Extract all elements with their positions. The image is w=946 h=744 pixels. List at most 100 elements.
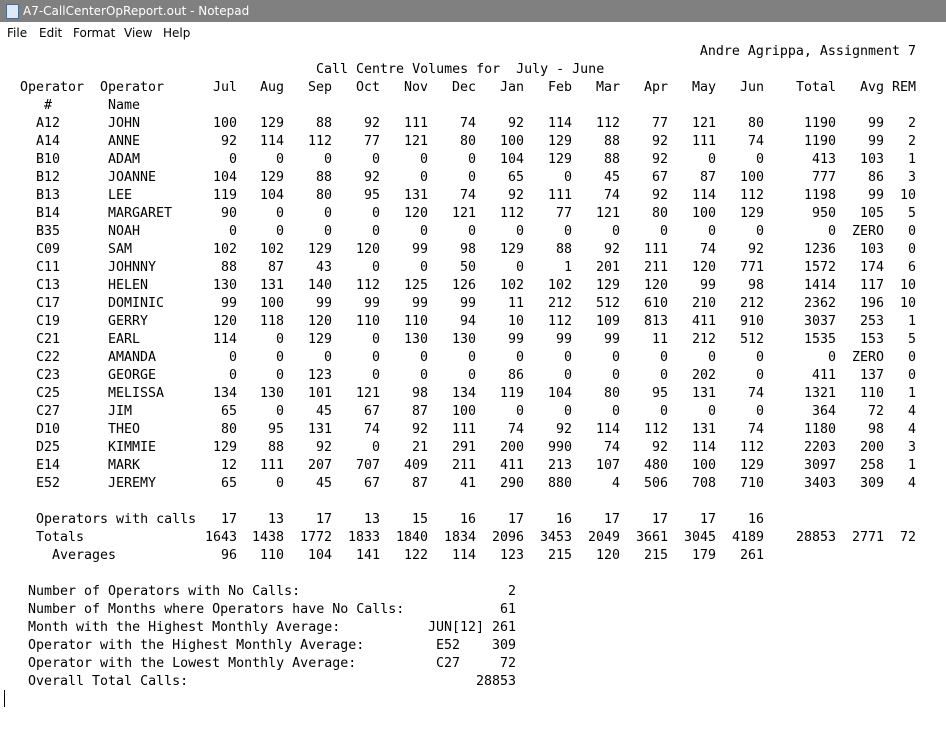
operator-name: GERRY [108, 314, 149, 329]
month-value: 88 [603, 134, 620, 149]
month-value: 80 [747, 116, 764, 131]
row-total: 950 [811, 206, 836, 221]
month-value: 102 [212, 242, 237, 257]
month-value: 506 [643, 476, 668, 491]
month-value: 80 [459, 134, 476, 149]
month-value: 0 [371, 368, 380, 383]
summary-value: 114 [451, 548, 476, 563]
month-value: 0 [707, 404, 716, 419]
summary-value: 13 [363, 512, 380, 527]
month-value: 121 [451, 206, 476, 221]
month-value: 100 [499, 134, 524, 149]
operator-id: E52 [36, 476, 61, 491]
operator-name: JOHN [108, 116, 141, 131]
month-value: 0 [515, 260, 524, 275]
month-value: 710 [739, 476, 764, 491]
row-average: 258 [859, 458, 884, 473]
month-value: 112 [739, 188, 764, 203]
row-rem: 0 [907, 242, 916, 257]
month-value: 0 [755, 404, 764, 419]
month-value: 104 [212, 170, 237, 185]
month-value: 114 [259, 134, 284, 149]
month-value: 92 [507, 116, 524, 131]
month-value: 131 [259, 278, 284, 293]
month-value: 0 [371, 206, 380, 221]
operator-name: NOAH [108, 224, 141, 239]
month-value: 512 [739, 332, 764, 347]
month-value: 104 [547, 386, 572, 401]
month-value: 74 [747, 422, 764, 437]
month-value: 125 [403, 278, 428, 293]
month-value: 92 [651, 440, 668, 455]
operator-id: B13 [36, 188, 61, 203]
month-value: 0 [755, 368, 764, 383]
month-header: Nov [403, 80, 428, 95]
month-value: 43 [315, 260, 332, 275]
month-value: 120 [355, 242, 380, 257]
month-value: 0 [275, 224, 284, 239]
month-value: 610 [643, 296, 668, 311]
month-value: 0 [659, 368, 668, 383]
row-average: 86 [867, 170, 884, 185]
month-value: 114 [691, 188, 716, 203]
month-value: 0 [467, 224, 476, 239]
row-rem: 3 [907, 170, 916, 185]
operator-id: D10 [36, 422, 61, 437]
month-value: 77 [363, 134, 380, 149]
month-value: 90 [220, 206, 237, 221]
month-value: 0 [515, 224, 524, 239]
row-rem: 1 [907, 314, 916, 329]
summary-value: 3045 [683, 530, 716, 545]
month-value: 119 [499, 386, 524, 401]
month-value: 114 [212, 332, 237, 347]
month-value: 92 [363, 116, 380, 131]
month-value: 120 [691, 260, 716, 275]
month-value: 95 [651, 386, 668, 401]
menu-item[interactable]: File [7, 26, 28, 40]
month-value: 130 [259, 386, 284, 401]
month-value: 74 [363, 422, 380, 437]
summary-value: 17 [507, 512, 524, 527]
month-value: 0 [563, 350, 572, 365]
month-value: 130 [212, 278, 237, 293]
month-value: 74 [747, 134, 764, 149]
month-value: 88 [555, 242, 572, 257]
month-value: 87 [411, 476, 428, 491]
operator-id: D25 [36, 440, 61, 455]
month-header: Oct [355, 80, 380, 95]
menu-item[interactable]: Format [73, 26, 116, 40]
operator-id: C09 [36, 242, 61, 257]
month-value: 131 [403, 188, 428, 203]
row-average: 103 [859, 152, 884, 167]
row-rem: 4 [907, 422, 916, 437]
menu-item[interactable]: Edit [39, 26, 63, 40]
month-value: 87 [411, 404, 428, 419]
month-value: 80 [651, 206, 668, 221]
month-value: 10 [507, 314, 524, 329]
month-value: 411 [499, 458, 524, 473]
month-value: 111 [547, 188, 572, 203]
stat-label: Operator with the Highest Monthly Averag… [28, 638, 365, 653]
month-value: 80 [603, 386, 620, 401]
summary-value: 17 [603, 512, 620, 527]
month-value: 0 [275, 368, 284, 383]
month-value: 707 [355, 458, 380, 473]
summary-value: 1772 [299, 530, 332, 545]
menu-item[interactable]: Help [163, 26, 191, 40]
row-total: 1321 [803, 386, 836, 401]
operator-id: C21 [36, 332, 61, 347]
month-value: 211 [451, 458, 476, 473]
row-rem: 10 [899, 188, 916, 203]
month-value: 99 [220, 296, 237, 311]
menu-item[interactable]: View [124, 26, 153, 40]
month-value: 21 [411, 440, 428, 455]
month-value: 74 [507, 422, 524, 437]
month-header: Jan [499, 80, 524, 95]
month-value: 120 [403, 206, 428, 221]
month-value: 100 [691, 458, 716, 473]
month-value: 0 [419, 152, 428, 167]
summary-value: 123 [499, 548, 524, 563]
month-value: 0 [275, 332, 284, 347]
row-average: 137 [859, 368, 884, 383]
month-value: 131 [691, 422, 716, 437]
